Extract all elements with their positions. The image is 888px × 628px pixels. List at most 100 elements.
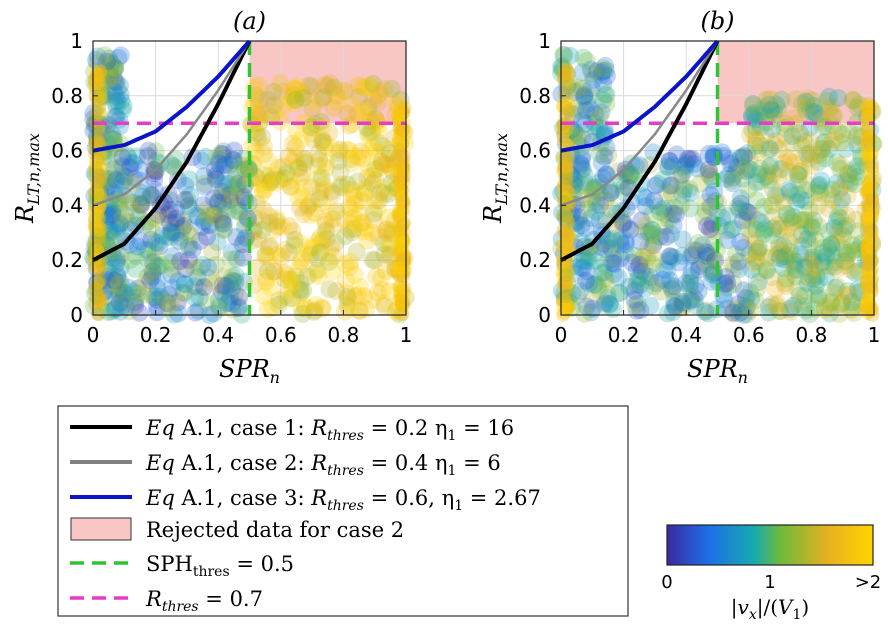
scatter-point [596,191,615,210]
scatter-point [105,92,124,111]
scatter-point [722,171,741,190]
scatter-point [852,148,871,167]
scatter-point [797,175,816,194]
legend-label-rth: Rthres = 0.7 [145,587,263,615]
scatter-point [148,303,166,322]
scatter-point [85,164,104,183]
scatter-point [107,217,126,236]
scatter-point [106,59,125,78]
scatter-point [587,252,606,270]
scatter-point [95,217,114,236]
scatter-point [821,294,840,312]
scatter-point [637,188,655,207]
scatter-point [87,217,102,232]
scatter-point [396,269,411,284]
scatter-point [258,91,277,109]
scatter-point [843,91,862,110]
scatter-point [109,278,128,297]
scatter-point [859,278,874,293]
scatter-point [364,74,383,93]
scatter-point [318,77,337,96]
scatter-point [825,106,843,125]
scatter-point [156,291,175,309]
scatter-point [367,111,386,130]
scatter-point [580,274,599,293]
scatter-point [265,262,284,281]
scatter-point [610,283,628,302]
scatter-point [364,138,383,156]
scatter-point [681,199,700,218]
scatter-point [322,182,341,201]
scatter-point [768,245,787,264]
scatter-point [104,83,123,102]
scatter-point [556,208,571,223]
scatter-point [275,169,294,188]
scatter-point [341,298,360,317]
scatter-point [391,131,406,146]
scatter-point [733,169,752,188]
scatter-point [740,125,759,144]
scatter-point [125,293,144,312]
scatter-point [812,139,831,158]
scatter-point [116,167,134,186]
scatter-point [111,273,130,292]
scatter-point [176,260,195,278]
scatter-point [794,147,813,165]
scatter-point [309,168,328,187]
scatter-point [150,237,169,256]
scatter-point [203,205,222,224]
scatter-point [559,101,573,116]
scatter-point [561,229,576,244]
scatter-point [553,57,572,76]
scatter-point [96,282,115,301]
scatter-point [562,120,581,139]
scatter-point [299,242,318,261]
x-tick-label: 0 [555,323,568,347]
scatter-point [661,277,680,296]
scatter-point [268,209,287,228]
scatter-point [793,94,812,113]
scatter-point [860,148,875,162]
scatter-point [699,165,718,184]
scatter-point [210,299,229,318]
scatter-point [865,271,880,286]
scatter-point [314,88,333,107]
scatter-point [616,160,635,179]
scatter-point [91,203,106,218]
scatter-point [658,304,677,323]
scatter-point [93,292,108,307]
scatter-point [786,267,805,286]
scatter-point [91,275,106,290]
scatter-point [315,180,334,199]
scatter-point [560,101,575,116]
scatter-point [833,190,852,209]
scatter-point [861,153,880,172]
scatter-point [289,189,308,208]
scatter-point [599,231,618,250]
scatter-point [239,160,258,179]
colorbar-label: |vx|/(V1) [731,595,809,623]
scatter-point [775,250,794,269]
scatter-point [790,286,809,305]
scatter-point [620,166,639,185]
scatter-point [223,294,242,313]
scatter-point [589,280,608,299]
scatter-point [109,274,128,293]
scatter-point [84,296,103,315]
scatter-point [651,203,670,222]
scatter-point [761,90,780,109]
scatter-point [274,157,293,176]
scatter-point [659,251,678,270]
scatter-point [721,154,740,173]
scatter-point [103,150,122,169]
scatter-point [749,143,768,162]
scatter-point [392,109,407,124]
scatter-point [821,257,839,276]
scatter-point [361,78,379,97]
scatter-point [119,213,138,232]
scatter-point [831,159,850,178]
scatter-point [800,226,819,245]
scatter-point [101,68,120,87]
scatter-point [861,202,876,217]
scatter-point [697,216,716,235]
